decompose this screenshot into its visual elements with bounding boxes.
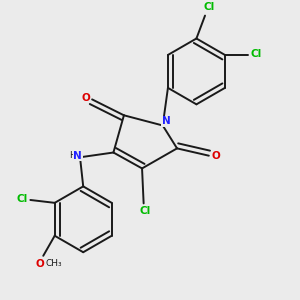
Text: O: O [81, 93, 90, 103]
Text: CH₃: CH₃ [46, 259, 62, 268]
Text: Cl: Cl [140, 206, 151, 216]
Text: Cl: Cl [250, 49, 262, 58]
Text: O: O [212, 151, 220, 161]
Text: N: N [162, 116, 170, 126]
Text: Cl: Cl [17, 194, 28, 204]
Text: N: N [74, 151, 82, 161]
Text: H: H [69, 152, 75, 160]
Text: O: O [35, 259, 44, 269]
Text: Cl: Cl [204, 2, 215, 12]
